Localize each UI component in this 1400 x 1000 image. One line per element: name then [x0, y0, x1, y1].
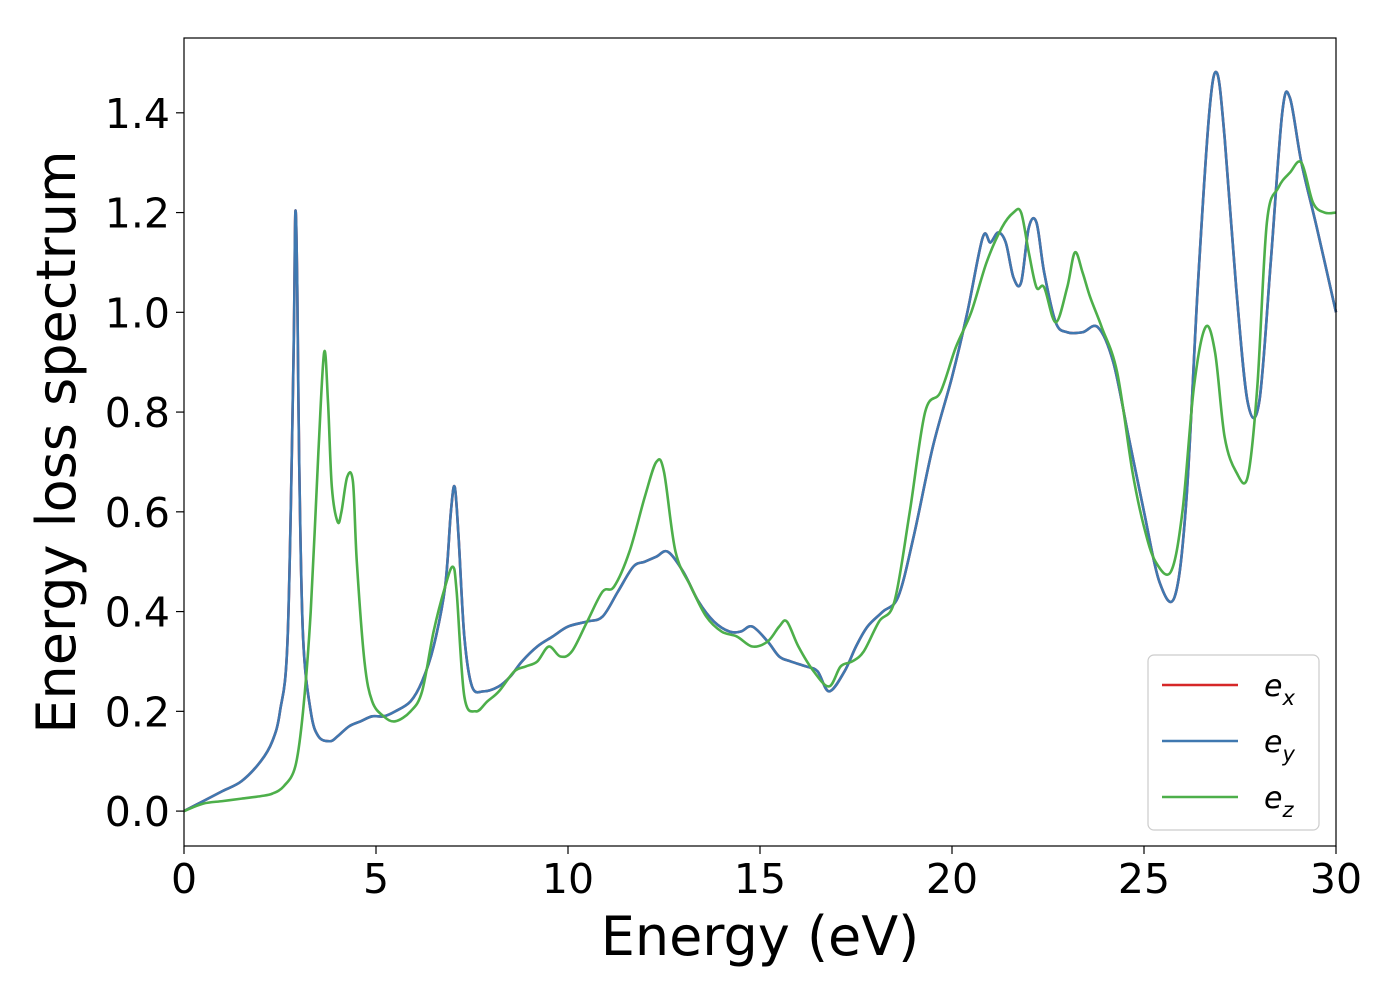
legend-label-base: e: [1264, 781, 1282, 816]
y-tick-label: 1.4: [105, 90, 170, 138]
y-tick-label: 1.0: [105, 289, 170, 337]
legend-label-subscript: z: [1281, 798, 1294, 822]
x-axis-label: Energy (eV): [601, 905, 920, 968]
legend-label-subscript: y: [1281, 742, 1295, 766]
legend-label-z: ez: [1264, 781, 1294, 822]
y-tick-label: 1.2: [105, 190, 170, 238]
y-tick-label: 0.6: [105, 489, 170, 537]
x-tick-label: 15: [734, 855, 786, 903]
y-tick-label: 0.0: [105, 788, 170, 836]
y-tick-label: 0.8: [105, 389, 170, 437]
x-tick-label: 10: [542, 855, 594, 903]
legend-label-subscript: x: [1281, 686, 1295, 710]
x-axis: 0 5 10 15 20 25 30: [171, 846, 1362, 903]
x-tick-label: 5: [363, 855, 389, 903]
legend-label-base: e: [1264, 725, 1282, 760]
x-tick-label: 20: [926, 855, 978, 903]
legend-label-base: e: [1264, 669, 1282, 704]
legend-box: [1147, 654, 1320, 831]
x-tick-label: 25: [1118, 855, 1170, 903]
x-tick-label: 30: [1310, 855, 1362, 903]
legend-label-x: ex: [1264, 669, 1295, 710]
y-axis: 0.0 0.2 0.4 0.6 0.8 1.0 1.2 1.4: [105, 90, 184, 836]
series-line-y: [183, 70, 1338, 813]
y-axis-label: Energy loss spectrum: [25, 150, 88, 733]
series-line-z: [183, 160, 1337, 813]
legend-label-y: ey: [1264, 725, 1295, 766]
y-tick-label: 0.4: [105, 589, 170, 637]
x-tick-label: 0: [171, 855, 197, 903]
series-layer: [183, 70, 1338, 813]
y-tick-label: 0.2: [105, 688, 170, 736]
